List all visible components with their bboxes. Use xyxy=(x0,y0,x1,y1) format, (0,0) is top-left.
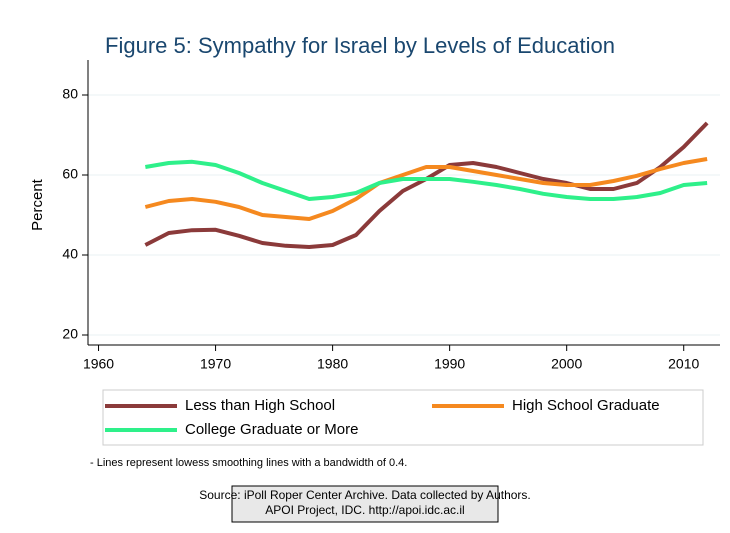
x-tick-label: 2010 xyxy=(668,356,699,372)
x-tick-label: 2000 xyxy=(551,356,582,372)
x-tick-label: 1980 xyxy=(317,356,348,372)
source-box xyxy=(231,485,499,523)
legend-label: High School Graduate xyxy=(512,397,660,414)
source-line: Source: iPoll Roper Center Archive. Data… xyxy=(199,488,531,502)
y-axis-label: Percent xyxy=(29,178,46,231)
x-tick-label: 1960 xyxy=(83,356,114,372)
legend-label: College Graduate or More xyxy=(185,421,358,438)
note: - Lines represent lowess smoothing lines… xyxy=(90,457,407,469)
legend-box xyxy=(102,389,704,446)
x-tick-label: 1970 xyxy=(200,356,231,372)
source-line: APOI Project, IDC. http://apoi.idc.ac.il xyxy=(265,503,464,517)
x-tick-label: 1990 xyxy=(434,356,465,372)
y-tick-label: 60 xyxy=(62,166,78,182)
chart-title: Figure 5: Sympathy for Israel by Levels … xyxy=(105,33,615,58)
legend-label: Less than High School xyxy=(185,397,335,414)
y-tick-label: 80 xyxy=(62,86,78,102)
y-tick-label: 40 xyxy=(62,246,78,262)
series-line xyxy=(145,159,708,201)
series-line xyxy=(144,157,708,221)
y-tick-label: 20 xyxy=(62,326,78,342)
